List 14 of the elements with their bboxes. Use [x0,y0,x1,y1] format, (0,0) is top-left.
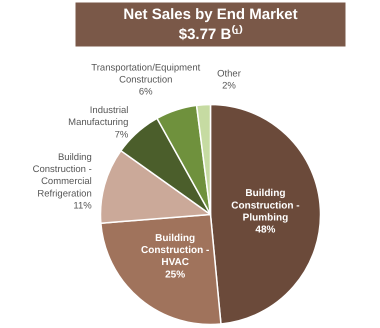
data-label: 7% [114,129,129,140]
chart-subtitle: $3.77 B⁽¹⁾ [178,25,242,43]
chart-title: Net Sales by End Market [123,6,298,23]
slice-label: Building Construction - Commercial Refrigeration [32,152,92,200]
slice-label: Transportation/Equipment Construction [91,62,201,86]
slice-label: Other [217,68,241,80]
slice-label: Building Construction - Plumbing [231,188,300,224]
data-label: 25% [165,269,186,280]
data-label: 6% [138,86,154,98]
data-label: 11% [73,200,92,212]
slice-label: Building Construction - HVAC [140,232,210,268]
slice-label: Industrial Manufacturing [68,105,128,128]
data-label: 2% [222,80,236,92]
data-label: 48% [255,224,276,236]
